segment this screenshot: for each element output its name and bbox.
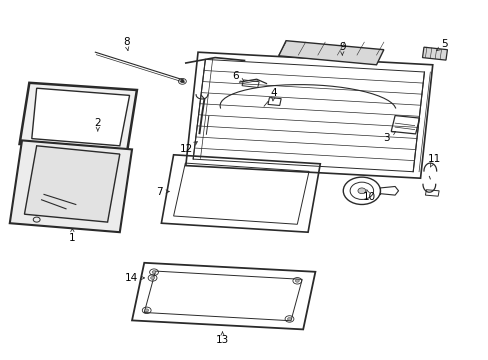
Polygon shape [278, 41, 383, 65]
Circle shape [144, 309, 148, 312]
Text: 13: 13 [215, 332, 229, 345]
Text: 11: 11 [427, 154, 440, 167]
Circle shape [295, 279, 299, 282]
Text: 10: 10 [362, 189, 375, 202]
Circle shape [152, 271, 156, 274]
Text: 1: 1 [69, 228, 76, 243]
Polygon shape [24, 146, 120, 222]
Text: 7: 7 [155, 186, 169, 197]
Text: 2: 2 [94, 118, 101, 131]
Polygon shape [422, 47, 447, 60]
Text: 14: 14 [124, 273, 144, 283]
Text: 8: 8 [122, 37, 129, 50]
Circle shape [150, 276, 154, 279]
Text: 5: 5 [436, 39, 447, 51]
Circle shape [357, 188, 365, 194]
Polygon shape [10, 140, 132, 232]
Text: 9: 9 [338, 42, 345, 55]
Text: 12: 12 [180, 141, 197, 154]
Text: 4: 4 [270, 88, 277, 101]
Circle shape [287, 318, 291, 320]
Text: 3: 3 [382, 131, 395, 143]
Circle shape [180, 80, 184, 83]
Polygon shape [32, 88, 129, 146]
Polygon shape [20, 83, 137, 151]
Text: 6: 6 [232, 71, 244, 82]
